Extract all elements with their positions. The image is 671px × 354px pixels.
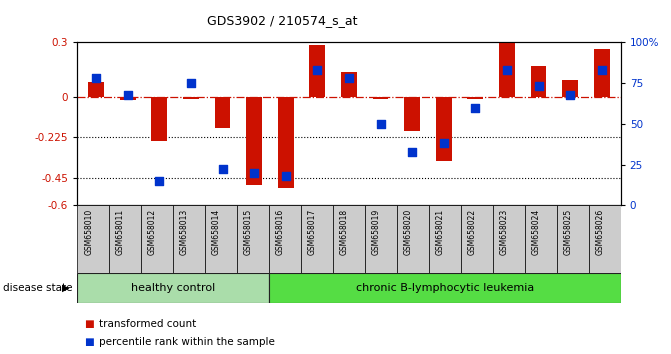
Bar [183,97,199,99]
Bar [120,97,136,101]
Point [501,67,512,73]
Bar [404,97,420,131]
Bar [152,97,167,141]
Bar [461,205,493,273]
Bar [269,205,301,273]
Bar [594,49,610,97]
Point [470,105,480,110]
Text: GSM658021: GSM658021 [436,209,445,255]
Text: GSM658018: GSM658018 [0,353,9,354]
Text: GSM658014: GSM658014 [212,209,221,255]
Text: GSM658024: GSM658024 [5,353,15,354]
Text: GSM658022: GSM658022 [3,353,13,354]
Point [91,75,101,81]
Point [154,178,164,184]
Point [533,84,544,89]
Point [186,80,197,86]
Text: GSM658010: GSM658010 [84,209,93,255]
Bar [372,97,389,99]
Text: transformed count: transformed count [99,319,196,329]
Text: GSM658019: GSM658019 [1,353,9,354]
Bar [77,205,109,273]
Text: GSM658026: GSM658026 [7,353,17,354]
Bar [333,205,365,273]
Bar [397,205,429,273]
Bar [278,97,294,188]
Bar [468,97,483,99]
Bar [109,205,141,273]
Bar [246,97,262,185]
Text: GDS3902 / 210574_s_at: GDS3902 / 210574_s_at [207,13,357,27]
Text: GSM658013: GSM658013 [0,353,3,354]
Text: GSM658011: GSM658011 [116,209,125,255]
Point [438,141,449,146]
Bar [88,82,104,97]
Bar [436,97,452,161]
Text: GSM658023: GSM658023 [500,209,509,255]
Text: GSM658018: GSM658018 [340,209,349,255]
Text: GSM658017: GSM658017 [0,353,7,354]
Text: GSM658013: GSM658013 [180,209,189,255]
Text: GSM658015: GSM658015 [0,353,5,354]
Bar [309,45,325,97]
Text: GSM658014: GSM658014 [0,353,5,354]
Point [122,92,133,97]
Text: chronic B-lymphocytic leukemia: chronic B-lymphocytic leukemia [356,282,534,293]
Text: percentile rank within the sample: percentile rank within the sample [99,337,274,347]
Text: healthy control: healthy control [131,282,215,293]
Text: GSM658020: GSM658020 [1,353,11,354]
Point [249,170,260,176]
Bar [493,205,525,273]
Text: GSM658022: GSM658022 [468,209,477,255]
Text: GSM658011: GSM658011 [0,353,1,354]
Text: disease state: disease state [3,282,73,293]
Bar [531,66,546,97]
Text: GSM658017: GSM658017 [308,209,317,255]
Text: GSM658020: GSM658020 [404,209,413,255]
Text: GSM658023: GSM658023 [5,353,13,354]
Text: GSM658012: GSM658012 [148,209,157,255]
Point [217,167,228,172]
Point [312,67,323,73]
Text: ■: ■ [84,337,94,347]
Point [407,149,417,154]
Point [344,75,354,81]
Bar [77,273,269,303]
Bar [141,205,173,273]
Bar [557,205,588,273]
Point [280,173,291,179]
Bar [215,97,230,127]
Bar [205,205,237,273]
Text: GSM658012: GSM658012 [0,353,3,354]
Bar [237,205,269,273]
Text: ■: ■ [84,319,94,329]
Bar [341,72,357,97]
Point [375,121,386,127]
Bar [301,205,333,273]
Bar [269,273,621,303]
Text: GSM658015: GSM658015 [244,209,253,255]
Bar [525,205,557,273]
Text: ▶: ▶ [62,282,70,293]
Text: GSM658025: GSM658025 [564,209,573,255]
Text: GSM658016: GSM658016 [276,209,285,255]
Bar [499,44,515,97]
Text: GSM658026: GSM658026 [596,209,605,255]
Point [597,67,607,73]
Text: GSM658016: GSM658016 [0,353,7,354]
Text: GSM658024: GSM658024 [531,209,541,255]
Text: GSM658019: GSM658019 [372,209,381,255]
Bar [429,205,461,273]
Bar [173,205,205,273]
Bar [365,205,397,273]
Point [565,92,576,97]
Bar [562,80,578,97]
Bar [588,205,621,273]
Text: GSM658025: GSM658025 [7,353,15,354]
Text: GSM658021: GSM658021 [3,353,11,354]
